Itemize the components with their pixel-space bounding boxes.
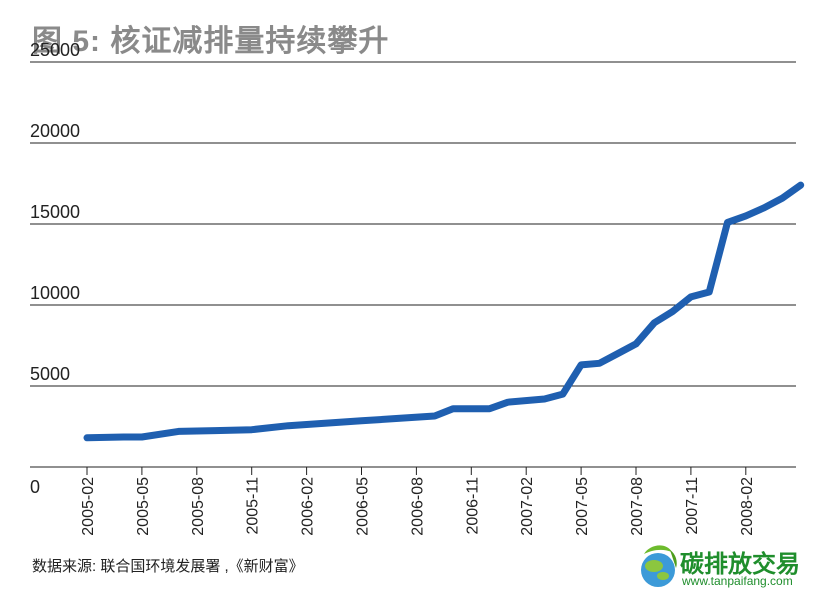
watermark-title: 碳排放交易 [680,551,800,578]
series-layer [83,181,805,442]
gridlines [30,61,796,475]
x-tick-label: 2007-05 [574,477,591,536]
chart-title: 图 5: 核证减排量持续攀升 [32,25,390,58]
x-tick-label: 2006-08 [409,477,426,536]
x-tick-label: 2008-02 [739,477,756,536]
x-tick-label: 2005-11 [245,477,262,535]
x-tick-label: 2007-08 [629,477,646,536]
series-line [83,181,805,442]
x-tick-label: 2006-11 [464,477,481,535]
x-tick-label: 2007-02 [519,477,536,536]
globe-logo-icon [641,545,677,587]
x-tick-label: 2005-02 [80,477,97,536]
y-axis-labels: 0 5000 10000 15000 20000 25000 [30,40,80,497]
y-tick-label: 15000 [30,202,80,222]
y-tick-label: 20000 [30,121,80,141]
y-tick-label: 10000 [30,283,80,303]
y-tick-label: 25000 [30,40,80,60]
x-tick-label: 2007-11 [684,477,701,535]
y-tick-label: 0 [30,477,40,497]
watermark-url: www.tanpaifang.com [682,574,793,588]
x-tick-label: 2006-05 [355,477,372,536]
y-tick-label: 5000 [30,364,70,384]
x-tick-label: 2005-08 [190,477,207,536]
x-axis-labels: 2005-02 2005-05 2005-08 2005-11 2006-02 2006-… [80,477,756,536]
watermark: 碳排放交易 www.tanpaifang.com [636,540,820,594]
source-note: 数据来源: 联合国环境发展署 ,《新财富》 [32,558,304,575]
x-tick-label: 2006-02 [300,477,317,536]
x-tick-label: 2005-05 [135,477,152,536]
